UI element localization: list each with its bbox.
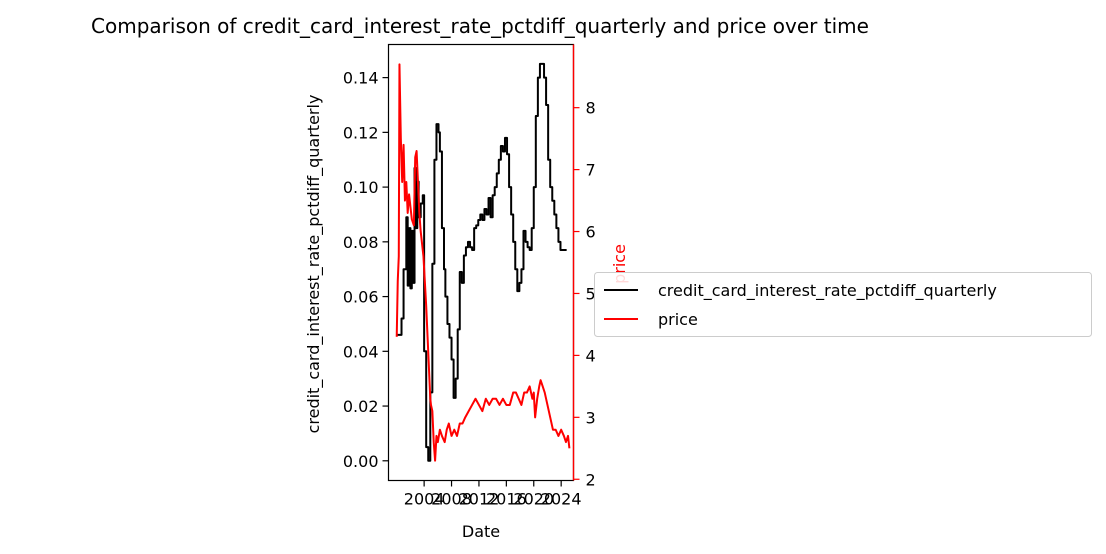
series-layer — [395, 62, 571, 462]
y-right-tick-label: 2 — [586, 470, 596, 489]
series-line-price — [395, 63, 571, 462]
x-tick-label: 2012 — [459, 490, 500, 509]
y-right-tick-label: 3 — [586, 408, 596, 427]
y-right-tick-label: 6 — [586, 223, 596, 242]
y-left-tick-label: 0.10 — [343, 178, 379, 197]
y-axis-left: 0.00 0.02 0.04 0.06 0.08 0.10 0.12 0.14 — [343, 69, 389, 471]
x-tick-label: 2024 — [541, 490, 582, 509]
y-left-tick-label: 0.14 — [343, 69, 379, 88]
y-right-tick-label: 4 — [586, 346, 596, 365]
y-left-tick-label: 0.06 — [343, 288, 379, 307]
plot-frame — [387, 43, 575, 482]
x-tick-label: 2004 — [404, 490, 445, 509]
x-tick-label: 2020 — [513, 490, 554, 509]
x-tick-label: 2016 — [486, 490, 527, 509]
y-left-tick-label: 0.00 — [343, 452, 379, 471]
y-left-tick-label: 0.02 — [343, 397, 379, 416]
y-left-tick-label: 0.12 — [343, 123, 379, 142]
plot-area — [387, 43, 575, 482]
legend-box — [594, 272, 1092, 337]
y-right-tick-label: 7 — [586, 161, 596, 180]
legend-label-interest-rate: credit_card_interest_rate_pctdiff_quarte… — [658, 281, 997, 301]
legend: credit_card_interest_rate_pctdiff_quarte… — [594, 272, 1092, 337]
y-axis-right: 2 3 4 5 6 7 8 — [573, 99, 596, 489]
y-right-tick-label: 5 — [586, 284, 596, 303]
legend-label-price: price — [658, 310, 698, 329]
y-left-tick-label: 0.08 — [343, 233, 379, 252]
x-tick-label: 2008 — [431, 490, 472, 509]
y-right-tick-label: 8 — [586, 99, 596, 118]
chart-title: Comparison of credit_card_interest_rate_… — [91, 14, 869, 38]
series-line-interest-rate — [396, 62, 567, 462]
y-axis-left-label: credit_card_interest_rate_pctdiff_quarte… — [304, 95, 324, 434]
y-left-tick-label: 0.04 — [343, 342, 379, 361]
x-axis-label: Date — [462, 522, 500, 541]
